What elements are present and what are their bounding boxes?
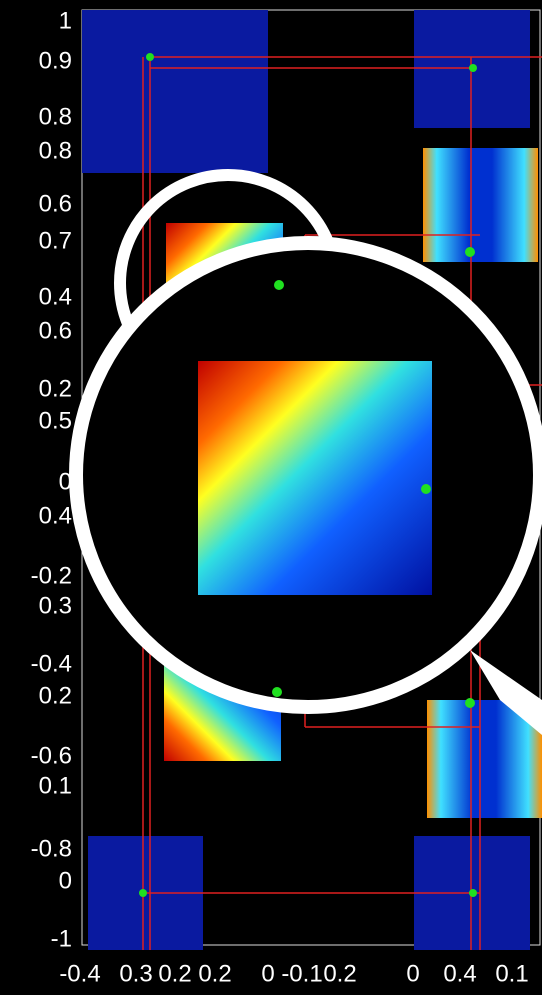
tick-label: 0.4 [443, 960, 476, 987]
tick-label: 0.3 [119, 960, 152, 987]
tick-label: 0.2 [158, 960, 191, 987]
tick-label: 1 [59, 7, 72, 34]
tick-label: 0.2 [198, 960, 231, 987]
zoomed-heatmap [198, 361, 432, 595]
tick-label: 0.8 [39, 137, 72, 164]
tick-label: 0.8 [39, 103, 72, 130]
tick-label: -0.4 [59, 960, 100, 987]
page: 10.90.80.80.60.70.40.60.20.500.4-0.20.3-… [0, 0, 542, 995]
tick-label: 0.7 [39, 227, 72, 254]
tick-label: 0.6 [39, 317, 72, 344]
tick-label: -0.8 [31, 835, 72, 862]
tick-label: 0.9 [39, 47, 72, 74]
tick-label: -0.2 [31, 562, 72, 589]
tick-label: 0.1 [39, 772, 72, 799]
tick-label: -0.4 [31, 650, 72, 677]
screen: 10.90.80.80.60.70.40.60.20.500.4-0.20.3-… [0, 0, 542, 995]
tick-label: 0.4 [39, 502, 72, 529]
tick-label: 0 [59, 867, 72, 894]
tick-label: 0.6 [39, 190, 72, 217]
tick-label: 0.2 [39, 375, 72, 402]
tick-label: 0.4 [39, 283, 72, 310]
tick-label: 0 [59, 468, 72, 495]
tick-label: -0.6 [31, 742, 72, 769]
tick-label: 0.5 [39, 407, 72, 434]
tick-label: -0.1 [281, 960, 322, 987]
tick-label: 0.1 [495, 960, 528, 987]
tick-label: 0 [261, 960, 274, 987]
tick-label: 0.3 [39, 592, 72, 619]
tick-label: 0.2 [323, 960, 356, 987]
tick-label: 0 [406, 960, 419, 987]
tick-label: 0.2 [39, 682, 72, 709]
tick-label: -1 [51, 925, 72, 952]
